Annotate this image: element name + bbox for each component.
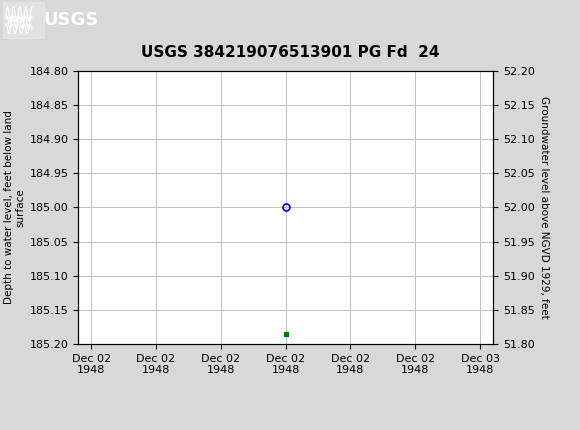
Text: ≈: ≈ [7, 10, 26, 30]
Text: USGS: USGS [44, 11, 99, 29]
Y-axis label: Groundwater level above NGVD 1929, feet: Groundwater level above NGVD 1929, feet [539, 96, 549, 319]
Text: USGS 384219076513901 PG Fd  24: USGS 384219076513901 PG Fd 24 [141, 45, 439, 60]
FancyBboxPatch shape [3, 2, 43, 38]
Y-axis label: Depth to water level, feet below land
surface: Depth to water level, feet below land su… [4, 111, 26, 304]
